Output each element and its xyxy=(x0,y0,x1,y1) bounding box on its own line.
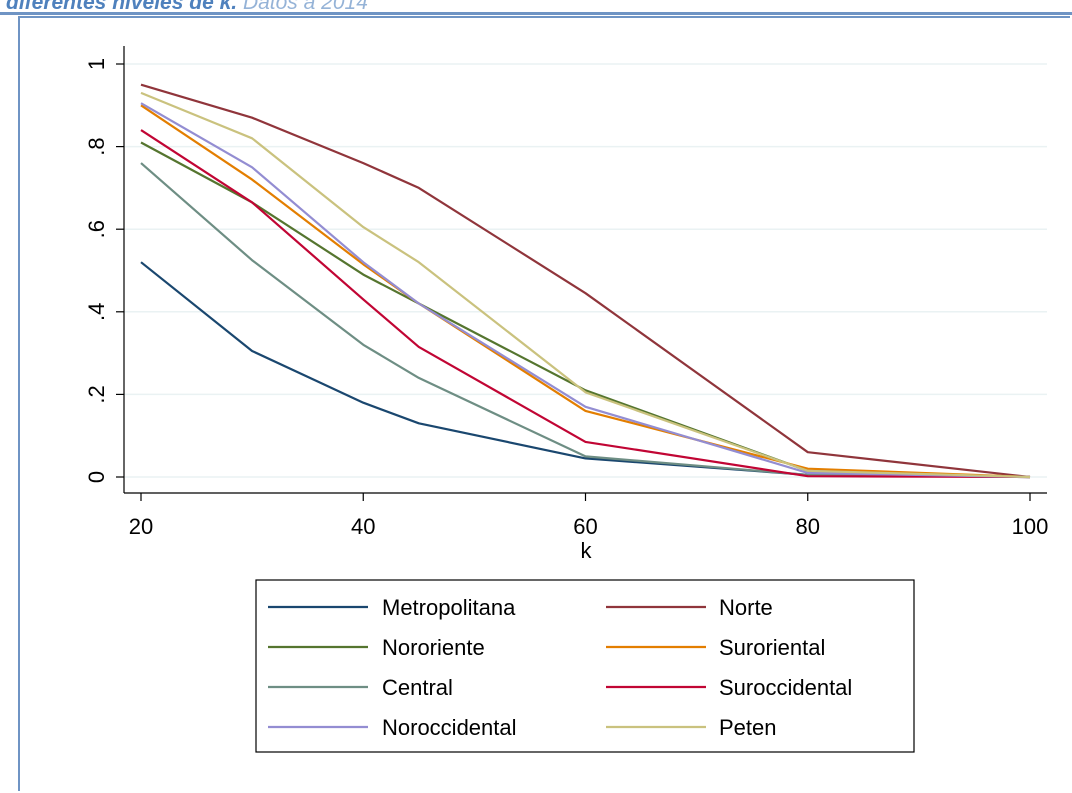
y-tick-label: .6 xyxy=(84,220,109,238)
x-tick-label: 40 xyxy=(351,514,375,539)
x-axis-label: k xyxy=(581,538,593,563)
legend-label-nororiente: Nororiente xyxy=(382,635,485,660)
y-tick-label: 0 xyxy=(84,471,109,483)
x-tick-label: 20 xyxy=(129,514,153,539)
series-line-suroriental xyxy=(140,104,1031,479)
series-lines xyxy=(140,83,1031,479)
series-line-norte xyxy=(140,83,1031,479)
legend-label-noroccidental: Noroccidental xyxy=(382,715,517,740)
legend-box xyxy=(255,579,915,753)
y-tick-label: .4 xyxy=(84,303,109,321)
legend-label-central: Central xyxy=(382,675,453,700)
legend-label-suroriental: Suroriental xyxy=(719,635,825,660)
figure-frame xyxy=(18,16,1070,791)
legend-label-suroccidental: Suroccidental xyxy=(719,675,852,700)
page-title: diferentes niveles de k. Datos a 2014 xyxy=(6,0,368,15)
series-line-peten xyxy=(140,91,1031,479)
x-tick-label: 100 xyxy=(1012,514,1049,539)
gridlines xyxy=(124,63,1047,478)
legend: Metropolitana Norte Nororiente Suroriental C… xyxy=(255,579,915,753)
y-tick-label: .8 xyxy=(84,137,109,155)
x-tick-label: 60 xyxy=(573,514,597,539)
legend-label-metropolitana: Metropolitana xyxy=(382,595,516,620)
title-bold: diferentes niveles de k. xyxy=(6,0,238,14)
top-accent-bar xyxy=(0,12,1072,15)
x-tick-label: 80 xyxy=(796,514,820,539)
series-line-noroccidental xyxy=(140,102,1031,479)
y-tick-label: .2 xyxy=(84,385,109,403)
y-tick-label: 1 xyxy=(84,58,109,70)
axes: 0 .2 .4 .6 .8 1 20 40 60 80 100 xyxy=(84,46,1048,539)
series-line-central xyxy=(140,162,1031,479)
series-line-nororiente xyxy=(140,141,1031,479)
legend-label-norte: Norte xyxy=(719,595,773,620)
legend-label-peten: Peten xyxy=(719,715,777,740)
series-line-suroccidental xyxy=(140,129,1031,479)
title-rest: Datos a 2014 xyxy=(237,0,368,14)
header-strip: diferentes niveles de k. Datos a 2014 xyxy=(0,0,1072,14)
